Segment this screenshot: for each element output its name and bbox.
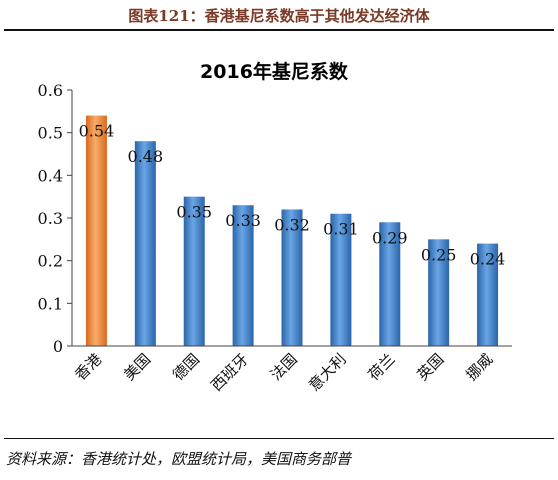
bar-chart: 2016年基尼系数 00.10.20.30.40.50.6 0.540.480.… — [38, 60, 512, 395]
source-note: 资料来源：香港统计处，欧盟统计局，美国商务部普 — [6, 450, 352, 468]
bars — [85, 115, 499, 346]
y-tick-label: 0.6 — [38, 81, 63, 100]
x-tick-label: 法国 — [267, 350, 301, 384]
y-tick-label: 0.1 — [38, 294, 63, 313]
bar-value-label: 0.24 — [470, 250, 506, 269]
y-tick-label: 0.5 — [38, 124, 63, 143]
x-tick-label: 挪威 — [462, 350, 496, 384]
bar-6 — [330, 213, 352, 346]
bar-value-label: 0.31 — [323, 220, 359, 239]
bar-value-label: 0.29 — [372, 228, 408, 247]
bar-5 — [281, 209, 303, 346]
footer-divider — [4, 438, 554, 439]
bar-1 — [85, 115, 107, 346]
bar-2 — [134, 141, 156, 346]
bar-value-label: 0.25 — [421, 245, 457, 264]
y-tick-label: 0.4 — [38, 166, 63, 185]
x-tick-label: 英国 — [414, 350, 448, 384]
bar-7 — [379, 222, 401, 346]
x-tick-label: 意大利 — [305, 350, 350, 395]
x-tick-label: 西班牙 — [207, 350, 252, 395]
y-tick-label: 0.3 — [38, 209, 63, 228]
x-tick-label: 德国 — [169, 350, 203, 384]
bar-4 — [232, 205, 254, 346]
page-footer: 资料来源：香港统计处，欧盟统计局，美国商务部普 — [0, 438, 558, 480]
chart-title: 2016年基尼系数 — [200, 60, 349, 83]
page-title: 图表121：香港基尼系数高于其他发达经济体 — [128, 7, 430, 25]
data-labels: 0.54 0.48 0.35 0.33 0.32 0.31 0.29 0.25 0.24 — [79, 122, 506, 269]
y-tick-label: 0.2 — [38, 252, 63, 271]
chart-container: 2016年基尼系数 0 0.1 0.2 0.3 0.4 0.5 0.6 0.54 0.48 0.… — [0, 34, 558, 434]
bar-value-label: 0.32 — [274, 215, 310, 234]
x-axis: 香港 美国 德国 西班牙 法国 意大利 荷兰 英国 挪威 — [71, 345, 512, 395]
header-divider — [4, 29, 554, 31]
page-header: 图表121：香港基尼系数高于其他发达经济体 — [0, 0, 558, 31]
y-tick-label: 0 — [53, 337, 63, 356]
x-tick-label: 香港 — [71, 350, 105, 384]
bar-3 — [183, 196, 205, 346]
bar-value-label: 0.48 — [128, 147, 164, 166]
bar-value-label: 0.35 — [176, 203, 212, 222]
bar-value-label: 0.33 — [225, 211, 261, 230]
bar-9 — [477, 243, 499, 346]
bar-value-label: 0.54 — [79, 122, 115, 141]
y-axis: 0 0.1 0.2 0.3 0.4 0.5 0.6 — [38, 81, 73, 356]
x-tick-label: 美国 — [120, 350, 154, 384]
bar-8 — [428, 239, 450, 346]
x-tick-label: 荷兰 — [365, 350, 399, 384]
